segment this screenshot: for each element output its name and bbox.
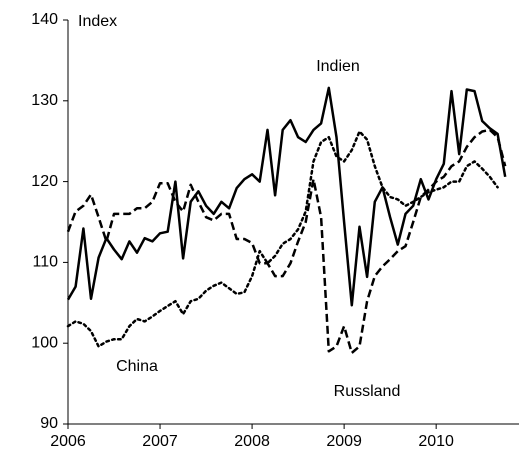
y-tick-label: 140 (31, 11, 58, 28)
y-tick-label: 110 (32, 254, 58, 271)
x-tick-label: 2010 (418, 433, 454, 450)
y-tick-label: 100 (31, 334, 58, 351)
series-label: China (116, 358, 158, 375)
series-label: Russland (334, 383, 401, 400)
series-line (66, 130, 499, 348)
x-tick-label: 2009 (326, 433, 362, 450)
y-axis-label: Index (78, 13, 117, 30)
y-tick-label: 120 (31, 173, 58, 190)
x-tick-label: 2008 (234, 433, 270, 450)
series-line (66, 128, 507, 355)
x-tick-label: 2006 (50, 433, 86, 450)
y-tick-label: 130 (31, 92, 58, 109)
x-tick-label: 2007 (142, 433, 178, 450)
y-tick-label: 90 (40, 415, 58, 432)
series-label: Indien (316, 58, 360, 75)
series-line (66, 86, 507, 307)
